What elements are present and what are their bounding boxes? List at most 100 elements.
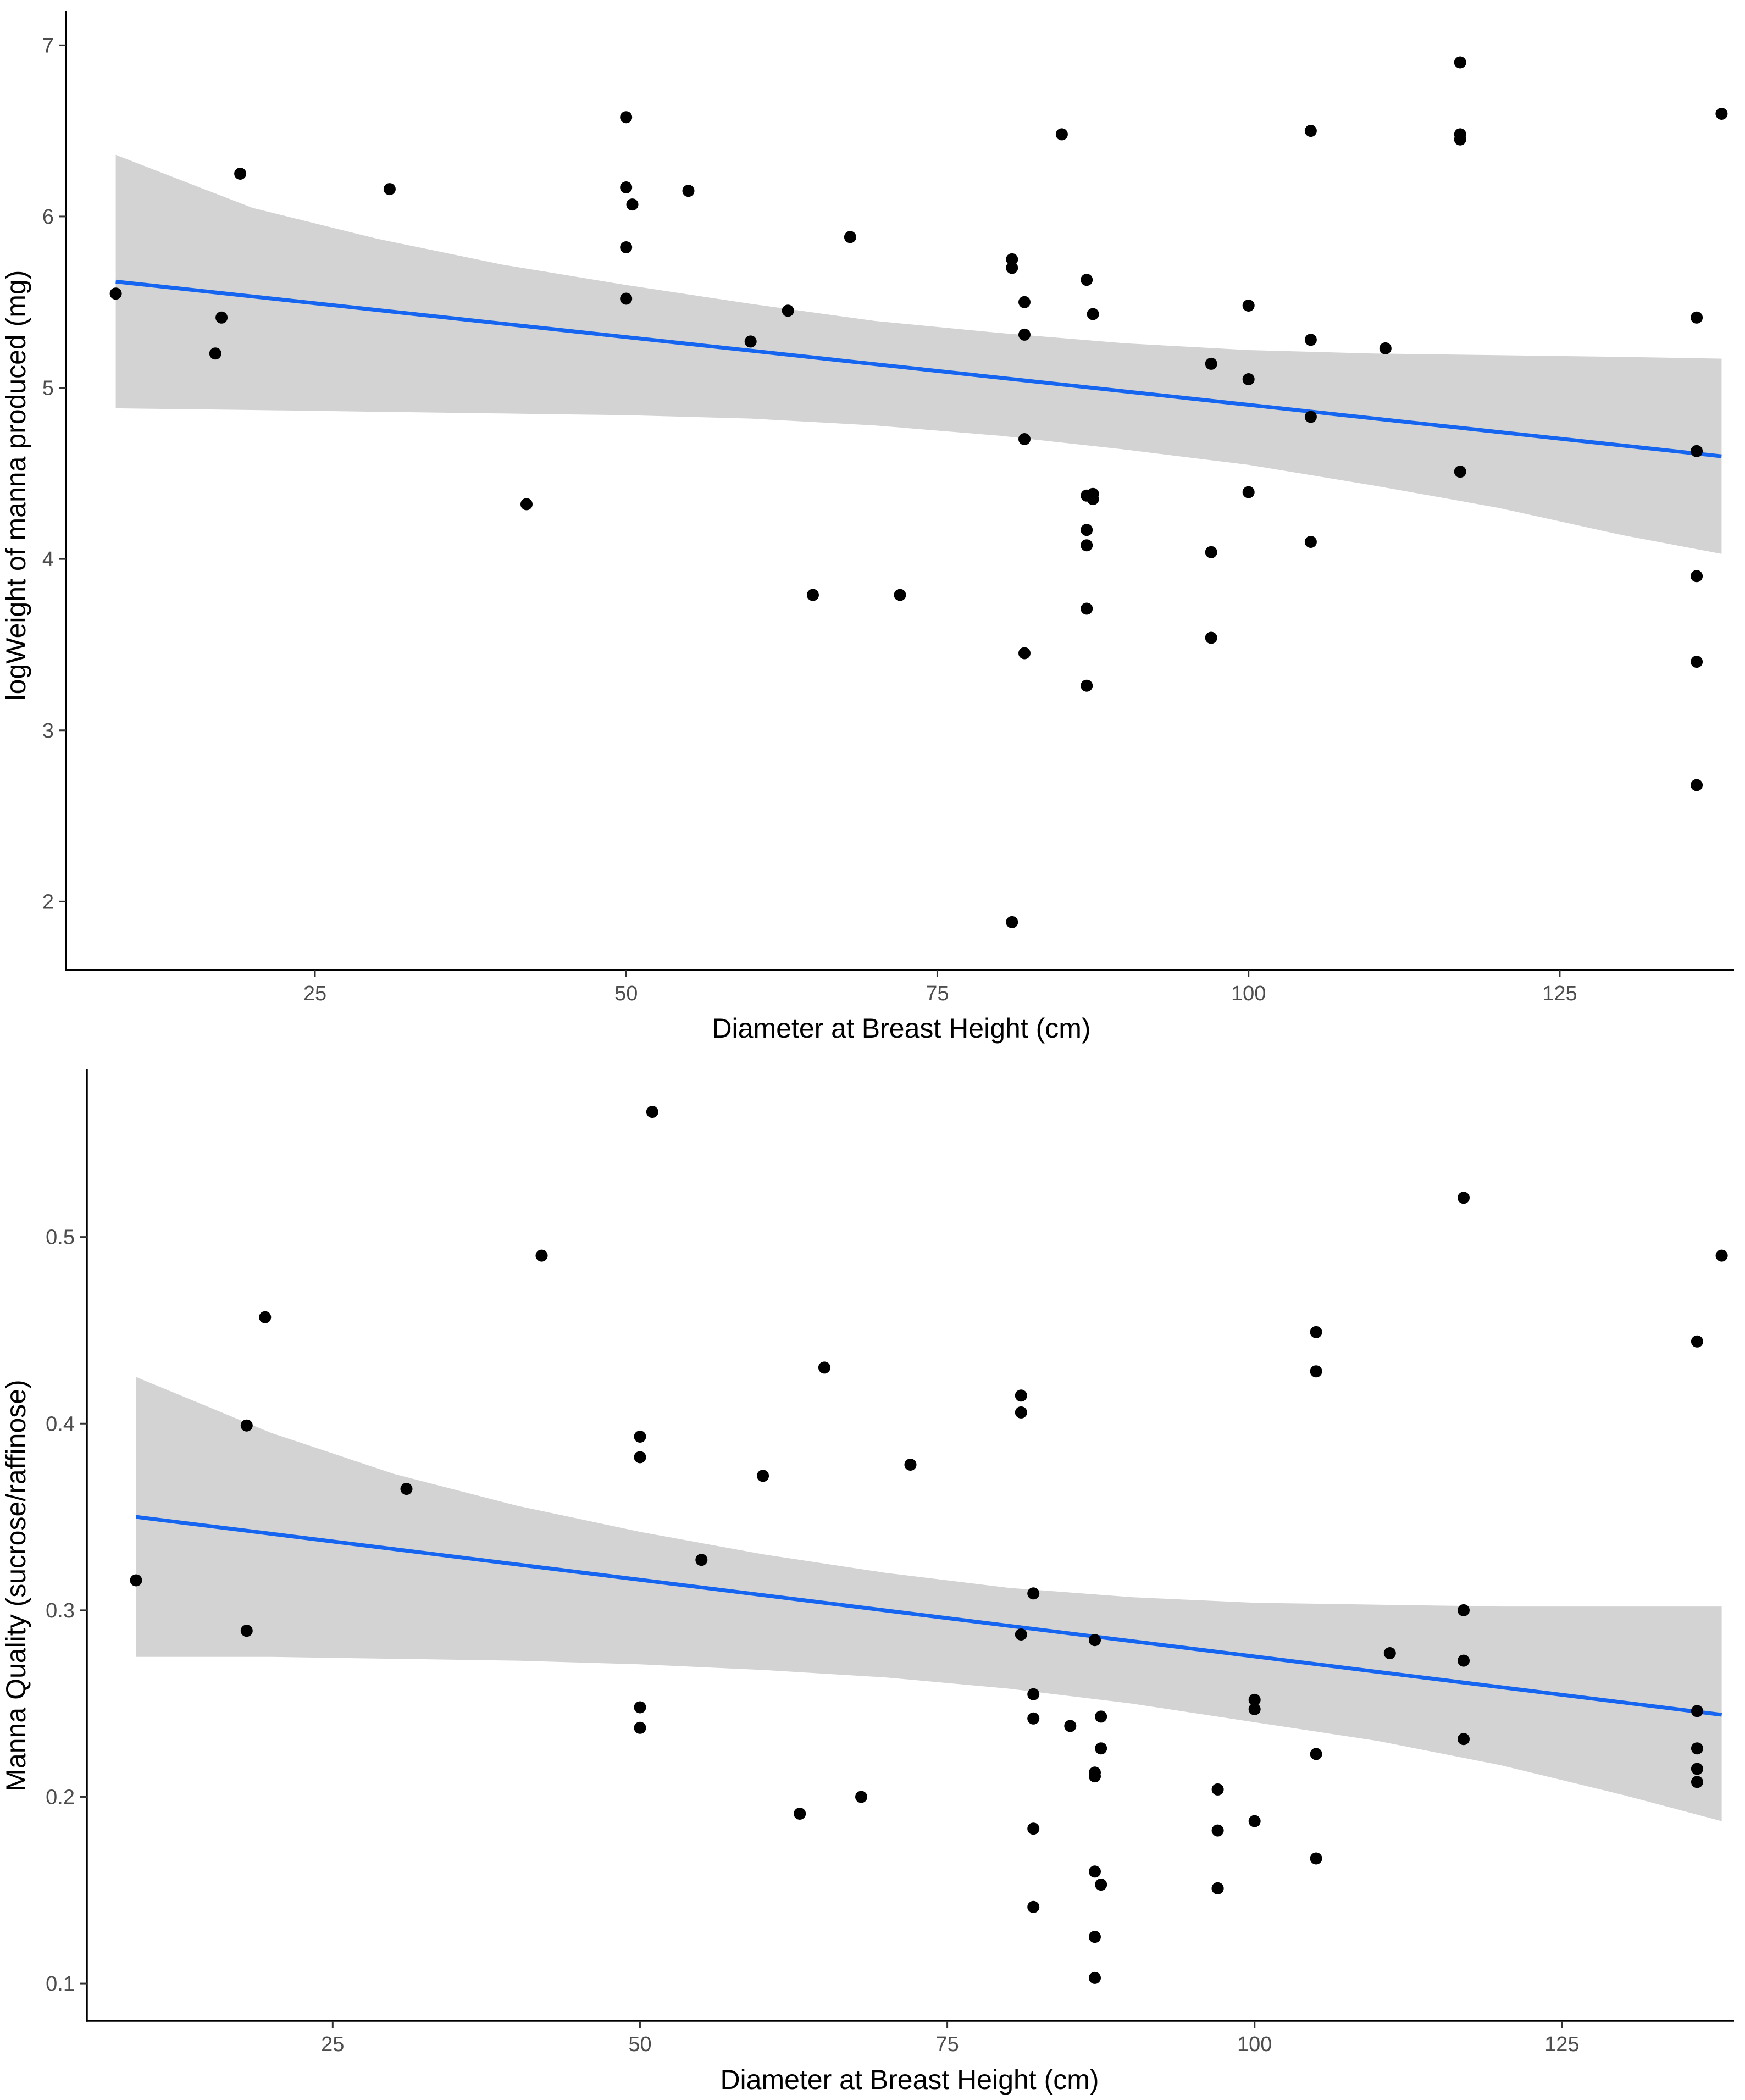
bottom-data-point [646,1106,658,1118]
bottom-x-axis-title: Diameter at Breast Height (cm) [720,2064,1099,2095]
bottom-data-point [1027,1900,1040,1913]
bottom-data-point [1027,1822,1040,1835]
bottom-y-axis-title: Manna Quality (sucrose/raffinose) [1,1379,31,1791]
top-y-axis-title: logWeight of manna produced (mg) [1,270,31,701]
bottom-data-point [634,1721,646,1734]
top-data-point [1454,56,1466,69]
bottom-data-point [1310,1748,1322,1760]
top-data-point [1715,108,1728,120]
bottom-data-point [1383,1647,1396,1659]
bottom-data-point [1691,1776,1703,1788]
top-data-point [1081,602,1093,615]
bottom-data-point [1095,1879,1107,1891]
top-data-point [620,111,633,124]
top-data-point [620,181,633,193]
bottom-data-point [1248,1693,1261,1706]
bottom-data-point [1027,1688,1040,1700]
bottom-data-point [1095,1710,1107,1723]
bottom-y-tick-label: 0.4 [46,1412,75,1436]
bottom-data-point [240,1625,253,1637]
top-data-point [626,198,639,211]
top-data-point [1006,253,1018,265]
bottom-data-point [634,1431,646,1443]
bottom-data-point [634,1451,646,1464]
bottom-data-point [1027,1712,1040,1725]
top-data-point [383,183,396,196]
top-x-tick-label: 100 [1231,982,1266,1005]
top-y-tick-label: 2 [42,890,54,913]
bottom-data-point [259,1311,272,1323]
bottom-data-point [1015,1406,1027,1419]
top-x-tick-label: 125 [1542,982,1577,1005]
top-confidence-band [115,154,1722,554]
top-data-point [234,168,247,180]
top-data-point [1205,357,1217,370]
bottom-data-point [240,1419,253,1432]
top-data-point [215,311,228,324]
top-x-tick-label: 50 [614,982,638,1005]
top-x-tick-label: 25 [303,982,326,1005]
top-data-point [1304,536,1317,548]
top-data-point [1691,656,1703,668]
top-data-point [1304,411,1317,423]
top-y-tick-label: 4 [42,548,54,571]
bottom-data-point [1095,1742,1107,1755]
top-data-point [109,287,122,300]
bottom-data-point [818,1361,830,1374]
bottom-data-point [1691,1763,1703,1775]
bottom-x-tick-label: 100 [1237,2033,1272,2056]
bottom-data-point [1691,1705,1703,1717]
top-data-point [1081,539,1093,552]
top-data-point [744,335,757,348]
bottom-data-point [794,1808,806,1820]
top-data-point [1006,262,1018,274]
bottom-x-tick-label: 50 [628,2033,651,2056]
bottom-data-point [757,1470,769,1482]
bottom-data-point [1089,1865,1101,1878]
bottom-confidence-band [136,1377,1722,1821]
top-data-point [1304,334,1317,346]
top-data-point [1205,631,1217,644]
bottom-data-point [1715,1249,1728,1262]
top-data-point [1205,546,1217,558]
bottom-data-point [695,1554,708,1566]
bottom-data-point [130,1574,142,1587]
top-data-point [1454,133,1466,146]
bottom-trend-line [136,1515,1722,1717]
bottom-data-point [535,1249,548,1262]
bottom-data-point [1310,1852,1322,1865]
bottom-y-tick-label: 0.3 [46,1599,75,1622]
bottom-data-point [1458,1654,1470,1667]
bottom-data-point [1458,1733,1470,1746]
bottom-data-point [855,1791,867,1803]
bottom-data-point [634,1701,646,1714]
top-data-point [1691,779,1703,791]
top-data-point [1242,300,1255,312]
top-data-point [1018,328,1031,341]
bottom-data-point [1248,1703,1261,1715]
bottom-data-point [1064,1720,1077,1732]
top-data-point [1691,570,1703,583]
top-trend-line [115,279,1722,458]
top-data-point [1018,296,1031,308]
bottom-data-point [1310,1326,1322,1338]
bottom-y-tick-label: 0.1 [46,1972,75,1996]
bottom-data-point [1248,1815,1261,1827]
top-data-point [807,589,819,601]
bottom-x-tick-label: 75 [935,2033,959,2056]
top-y-tick-label: 7 [42,34,54,57]
bottom-data-point [1015,1389,1027,1402]
bottom-data-point [1211,1783,1224,1796]
top-y-tick-label: 3 [42,719,54,743]
bottom-data-point [1211,1824,1224,1837]
top-data-point [1081,679,1093,692]
top-data-point [1087,308,1099,320]
top-data-point [1081,274,1093,286]
top-data-point [1379,342,1392,354]
bottom-y-tick-label: 0.5 [46,1226,75,1249]
bottom-data-point [1089,1634,1101,1647]
bottom-data-point [1089,1931,1101,1943]
top-data-point [1087,493,1099,506]
top-data-point [1018,433,1031,445]
